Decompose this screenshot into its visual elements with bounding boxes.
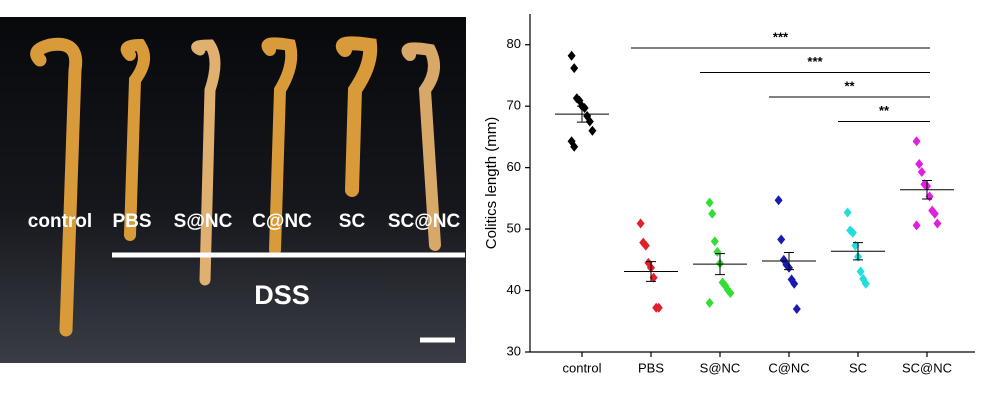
significance-label: ** (879, 103, 890, 118)
data-point (790, 278, 799, 289)
photo-label: PBS (112, 211, 151, 232)
y-tick-label: 30 (507, 343, 521, 358)
data-point (710, 236, 719, 247)
x-tick-label: SC@NC (902, 360, 952, 375)
data-point (570, 63, 579, 74)
data-point (588, 125, 597, 136)
x-tick-label: PBS (638, 360, 664, 375)
data-point (654, 302, 663, 313)
data-point (777, 234, 786, 245)
error-bar (922, 180, 932, 200)
y-tick-label: 50 (507, 221, 521, 236)
photo-label: SC (339, 211, 366, 232)
data-point (848, 227, 857, 238)
y-tick-label: 60 (507, 159, 521, 174)
y-tick-label: 70 (507, 98, 521, 113)
error-bar (784, 251, 794, 271)
data-point (636, 218, 645, 229)
significance-label: *** (807, 54, 823, 69)
data-point (792, 303, 801, 314)
photo-label: C@NC (252, 211, 312, 232)
data-point (915, 158, 924, 169)
data-point (856, 266, 865, 277)
significance-label: *** (773, 29, 789, 44)
data-point (917, 166, 926, 177)
y-tick-label: 80 (507, 36, 521, 51)
photo: DSS (0, 17, 466, 363)
x-tick-label: SC (849, 360, 867, 375)
error-bar (715, 253, 725, 276)
photo-label: SC@NC (388, 211, 461, 232)
data-point (567, 50, 576, 61)
y-axis-label: Colitics length (mm) (483, 117, 500, 250)
photo-label: control (28, 211, 92, 232)
data-point (930, 208, 939, 219)
data-point (570, 141, 579, 152)
data-point (933, 218, 942, 229)
data-point (713, 246, 722, 257)
data-point (649, 272, 658, 283)
error-bar (577, 105, 587, 123)
data-point (851, 240, 860, 251)
y-tick-label: 40 (507, 282, 521, 297)
colons (30, 36, 441, 337)
data-point (774, 195, 783, 206)
error-bar (646, 261, 656, 282)
data-point (705, 297, 714, 308)
data-point (861, 278, 870, 289)
data-point (580, 103, 589, 114)
photo-label: S@NC (174, 211, 233, 232)
data-point (912, 220, 921, 231)
x-tick-label: C@NC (768, 360, 809, 375)
data-point (705, 197, 714, 208)
data-point (843, 207, 852, 218)
group-label: DSS (254, 280, 310, 310)
error-bar (853, 242, 863, 261)
data-point (585, 116, 594, 127)
data-point (708, 208, 717, 219)
significance-label: ** (844, 78, 855, 93)
data-point (726, 288, 735, 299)
x-tick-label: control (562, 360, 601, 375)
x-tick-label: S@NC (700, 360, 741, 375)
data-point (912, 136, 921, 147)
data-point (641, 240, 650, 251)
